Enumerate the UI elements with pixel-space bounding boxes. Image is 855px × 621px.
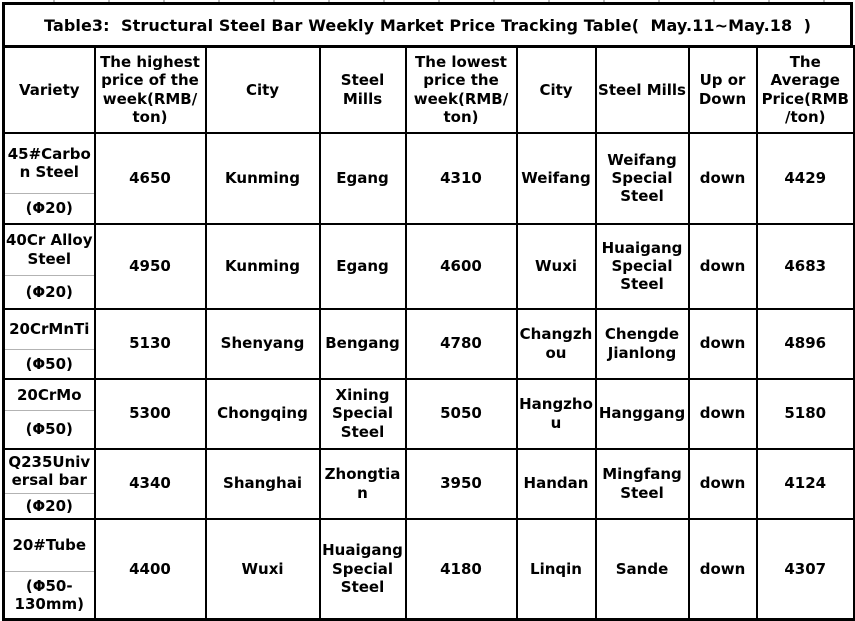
cell-lowest-price: 4180 xyxy=(404,517,518,621)
cell-lowest-price: 4780 xyxy=(404,307,518,380)
cell-up-or-down: down xyxy=(687,517,758,621)
cell-up-or-down: down xyxy=(687,222,758,310)
table-row: 45#Carbon Steel 4650 Kunming Egang 4310 … xyxy=(2,131,855,225)
cell-lowest-price: 4310 xyxy=(404,131,518,225)
cell-variety: Q235Universal bar xyxy=(2,447,96,494)
price-tracking-table: Variety The highest price of the week(RM… xyxy=(2,45,855,621)
cell-highest-price: 5300 xyxy=(93,377,207,450)
cell-lowest-city: Handan xyxy=(515,447,597,520)
table-row: Q235Universal bar 4340 Shanghai Zhongtia… xyxy=(2,447,855,520)
cell-variety-spec: (Φ50) xyxy=(2,410,96,450)
table-row-spec: (Φ50-130mm) xyxy=(2,571,855,621)
header-lowest-price: The lowest price the week(RMB/ ton) xyxy=(404,45,518,134)
cell-lowest-price: 5050 xyxy=(404,377,518,450)
cell-variety: 40Cr Alloy Steel xyxy=(2,222,96,276)
header-row: Variety The highest price of the week(RM… xyxy=(2,45,855,134)
cell-lowest-city: Weifang xyxy=(515,131,597,225)
cell-average-price: 4124 xyxy=(755,447,855,520)
table-row: 20CrMo 5300 Chongqing Xining Special Ste… xyxy=(2,377,855,450)
cell-highest-city: Chongqing xyxy=(204,377,321,450)
cell-up-or-down: down xyxy=(687,377,758,450)
cell-average-price: 4896 xyxy=(755,307,855,380)
table-row: 20CrMnTi 5130 Shenyang Bengang 4780 Chan… xyxy=(2,307,855,380)
cell-highest-price: 5130 xyxy=(93,307,207,380)
table-row-spec: (Φ50) xyxy=(2,349,855,380)
cell-up-or-down: down xyxy=(687,131,758,225)
cell-highest-city: Wuxi xyxy=(204,517,321,621)
cell-up-or-down: down xyxy=(687,447,758,520)
cell-lowest-mill: Mingfang Steel xyxy=(594,447,690,520)
cell-variety: 20CrMo xyxy=(2,377,96,411)
cell-lowest-city: Hangzhou xyxy=(515,377,597,450)
cell-variety-spec: (Φ20) xyxy=(2,193,96,225)
cell-highest-price: 4950 xyxy=(93,222,207,310)
table-row-spec: (Φ20) xyxy=(2,493,855,520)
cell-highest-city: Shenyang xyxy=(204,307,321,380)
header-up-or-down: Up or Down xyxy=(687,45,758,134)
cell-lowest-mill: Huaigang Special Steel xyxy=(594,222,690,310)
cell-highest-mill: Bengang xyxy=(318,307,407,380)
cell-average-price: 4307 xyxy=(755,517,855,621)
header-highest-mill: Steel Mills xyxy=(318,45,407,134)
cell-variety: 45#Carbon Steel xyxy=(2,131,96,194)
cell-highest-city: Kunming xyxy=(204,131,321,225)
cell-variety-spec: (Φ50-130mm) xyxy=(2,571,96,621)
table-row: 40Cr Alloy Steel 4950 Kunming Egang 4600… xyxy=(2,222,855,310)
table-row-spec: (Φ20) xyxy=(2,275,855,310)
cell-lowest-city: Wuxi xyxy=(515,222,597,310)
cell-variety: 20#Tube xyxy=(2,517,96,572)
cell-highest-price: 4650 xyxy=(93,131,207,225)
cell-highest-price: 4340 xyxy=(93,447,207,520)
cell-highest-mill: Huaigang Special Steel xyxy=(318,517,407,621)
header-highest-city: City xyxy=(204,45,321,134)
cell-highest-city: Shanghai xyxy=(204,447,321,520)
header-lowest-city: City xyxy=(515,45,597,134)
header-average-price: The Average Price(RMB /ton) xyxy=(755,45,855,134)
cell-variety-spec: (Φ20) xyxy=(2,493,96,520)
table-title: Table3: Structural Steel Bar Weekly Mark… xyxy=(2,2,853,45)
table-row-spec: (Φ50) xyxy=(2,410,855,450)
cell-highest-mill: Zhongtian xyxy=(318,447,407,520)
cell-variety-spec: (Φ50) xyxy=(2,349,96,380)
cell-highest-mill: Egang xyxy=(318,222,407,310)
cell-lowest-mill: Hanggang xyxy=(594,377,690,450)
cell-average-price: 5180 xyxy=(755,377,855,450)
cell-lowest-price: 3950 xyxy=(404,447,518,520)
cell-highest-mill: Egang xyxy=(318,131,407,225)
cell-highest-city: Kunming xyxy=(204,222,321,310)
cell-variety: 20CrMnTi xyxy=(2,307,96,350)
header-lowest-mill: Steel Mills xyxy=(594,45,690,134)
table-row-spec: (Φ20) xyxy=(2,193,855,225)
cell-average-price: 4683 xyxy=(755,222,855,310)
cell-highest-price: 4400 xyxy=(93,517,207,621)
cell-average-price: 4429 xyxy=(755,131,855,225)
cell-highest-mill: Xining Special Steel xyxy=(318,377,407,450)
cell-up-or-down: down xyxy=(687,307,758,380)
header-variety: Variety xyxy=(2,45,96,134)
cell-lowest-mill: Sande xyxy=(594,517,690,621)
cell-lowest-mill: Chengde Jianlong xyxy=(594,307,690,380)
table-row: 20#Tube 4400 Wuxi Huaigang Special Steel… xyxy=(2,517,855,621)
header-highest-price: The highest price of the week(RMB/ ton) xyxy=(93,45,207,134)
cell-lowest-mill: Weifang Special Steel xyxy=(594,131,690,225)
spreadsheet-gridline-ticks xyxy=(0,0,855,2)
cell-lowest-city: Changzhou xyxy=(515,307,597,380)
cell-lowest-city: Linqin xyxy=(515,517,597,621)
cell-variety-spec: (Φ20) xyxy=(2,275,96,310)
cell-lowest-price: 4600 xyxy=(404,222,518,310)
